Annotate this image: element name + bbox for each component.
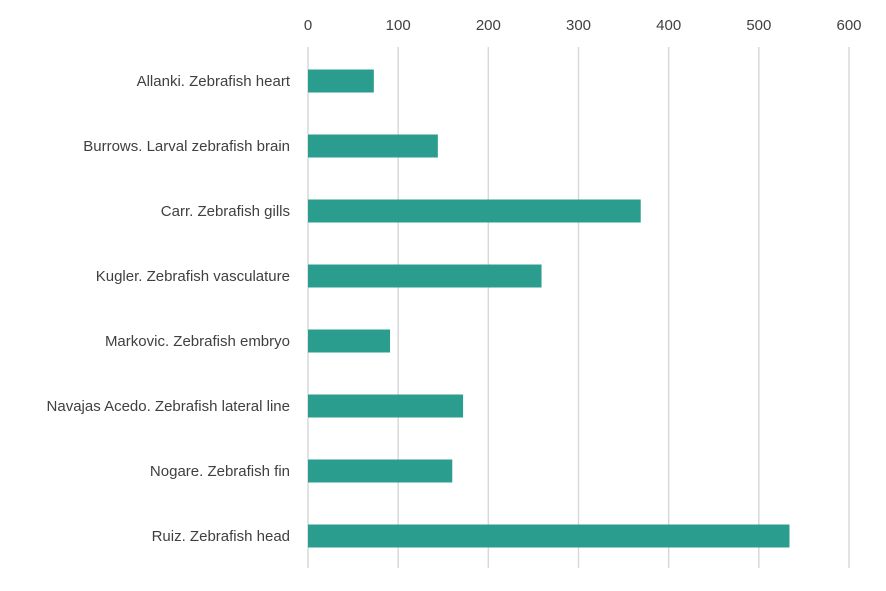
- x-tick-label: 600: [836, 17, 861, 34]
- bars: [308, 69, 790, 548]
- x-tick-label: 400: [656, 17, 681, 34]
- gridlines: [307, 47, 850, 568]
- bar: [308, 524, 790, 548]
- bar: [308, 459, 453, 483]
- category-label: Allanki. Zebrafish heart: [137, 73, 291, 90]
- x-tick-label: 100: [386, 17, 411, 34]
- x-axis-tick-labels: 0 100 200 300 400 500 600: [304, 17, 862, 34]
- category-labels: Allanki. Zebrafish heart Burrows. Larval …: [47, 73, 291, 545]
- bar: [308, 329, 391, 353]
- category-label: Nogare. Zebrafish fin: [150, 463, 290, 480]
- x-tick-label: 200: [476, 17, 501, 34]
- x-tick-label: 0: [304, 17, 312, 34]
- bar: [308, 134, 438, 158]
- category-label: Kugler. Zebrafish vasculature: [96, 268, 290, 285]
- category-label: Carr. Zebrafish gills: [161, 203, 290, 220]
- bar: [308, 394, 464, 418]
- bar: [308, 69, 374, 93]
- x-tick-label: 300: [566, 17, 591, 34]
- bar: [308, 264, 542, 288]
- category-label: Markovic. Zebrafish embryo: [105, 333, 290, 350]
- x-tick-label: 500: [746, 17, 771, 34]
- category-label: Ruiz. Zebrafish head: [152, 528, 290, 545]
- category-label: Navajas Acedo. Zebrafish lateral line: [47, 398, 290, 415]
- bar: [308, 199, 641, 223]
- category-label: Burrows. Larval zebrafish brain: [83, 138, 290, 155]
